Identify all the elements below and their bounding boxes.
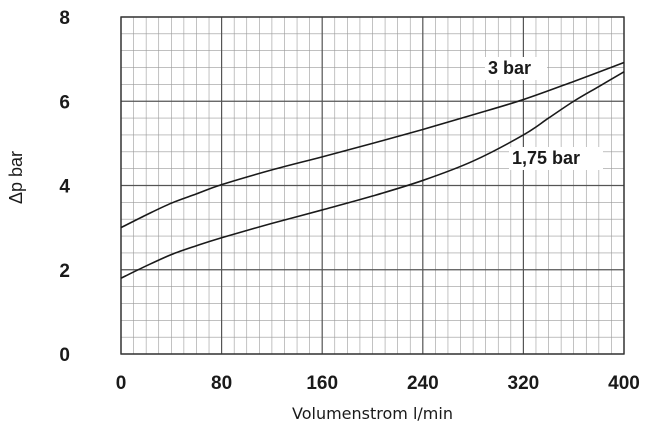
- x-tick-label: 320: [508, 373, 540, 394]
- series-labels: 3 bar 1,75 bar: [485, 57, 603, 170]
- series-line-0: [120, 61, 625, 229]
- series-label-bg: [509, 147, 603, 170]
- y-tick-label: 8: [59, 8, 70, 29]
- x-tick-label: 240: [407, 373, 439, 394]
- x-tick-label: 400: [608, 373, 640, 394]
- series-lines: [120, 61, 625, 279]
- x-tick-label: 160: [306, 373, 338, 394]
- series-line-1: [120, 71, 625, 279]
- series-label-bg: [485, 57, 547, 80]
- y-tick-label: 4: [59, 177, 70, 198]
- series-label-1: 1,75 bar: [512, 148, 580, 168]
- y-tick-labels: 0 2 4 6 8: [59, 8, 70, 366]
- y-tick-label: 0: [59, 345, 70, 366]
- y-axis-title: Δp bar: [6, 151, 26, 204]
- x-tick-label: 80: [211, 373, 232, 394]
- x-axis-title: Volumenstrom l/min: [292, 404, 453, 423]
- x-tick-label: 0: [116, 373, 127, 394]
- x-tick-labels: 0 80 160 240 320 400: [116, 373, 640, 394]
- plot-frame: [120, 16, 625, 355]
- y-tick-label: 6: [59, 92, 70, 113]
- y-tick-label: 2: [59, 261, 70, 282]
- series-label-0: 3 bar: [488, 58, 531, 78]
